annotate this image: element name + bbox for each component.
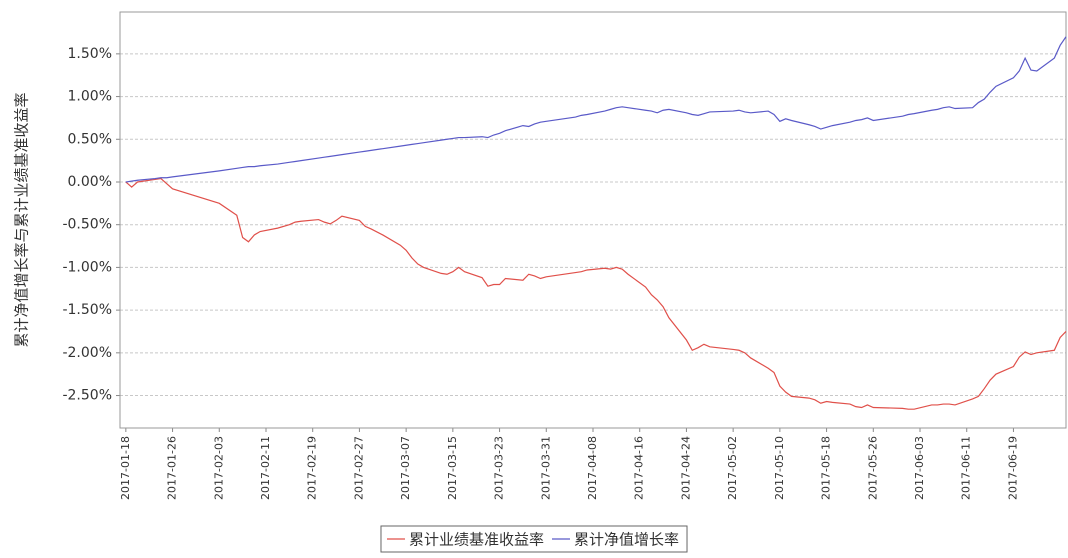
x-tick-label: 2017-02-27 <box>352 436 365 500</box>
y-tick-label: 1.50% <box>68 46 112 62</box>
y-tick-label: 0.00% <box>68 174 112 190</box>
x-tick-label: 2017-03-23 <box>493 436 506 500</box>
legend-label: 累计净值增长率 <box>574 531 679 549</box>
x-tick-label: 2017-02-11 <box>259 436 272 500</box>
legend-label: 累计业绩基准收益率 <box>409 531 544 549</box>
y-tick-label: -1.50% <box>62 302 112 318</box>
legend: 累计业绩基准收益率 累计净值增长率 <box>380 525 688 553</box>
x-tick-label: 2017-05-26 <box>866 436 879 500</box>
x-tick-label: 2017-06-03 <box>913 436 926 500</box>
x-tick-label: 2017-03-07 <box>399 436 412 500</box>
x-tick-label: 2017-05-10 <box>773 436 786 500</box>
x-tick-label: 2017-04-24 <box>679 436 692 500</box>
x-tick-label: 2017-02-19 <box>306 436 319 500</box>
x-tick-label: 2017-06-19 <box>1006 436 1019 500</box>
legend-box <box>380 525 688 553</box>
x-tick-label: 2017-03-15 <box>446 436 459 500</box>
y-tick-label: -2.00% <box>62 345 112 361</box>
x-tick-label: 2017-01-18 <box>119 436 132 500</box>
plot-frame <box>119 11 1067 429</box>
x-tick-label: 2017-05-02 <box>726 436 739 500</box>
x-tick-label: 2017-02-03 <box>212 436 225 500</box>
line <box>125 36 1067 183</box>
x-tick-label: 2017-04-08 <box>586 436 599 500</box>
x-tick-label: 2017-05-18 <box>820 436 833 500</box>
y-tick-label: -2.50% <box>62 388 112 404</box>
x-tick-label: 2017-01-26 <box>166 436 179 500</box>
y-tick-label: -1.00% <box>62 259 112 275</box>
y-tick-label: 1.00% <box>68 89 112 105</box>
y-tick-label: -0.50% <box>62 217 112 233</box>
y-axis-title: 累计净值增长率与累计业绩基准收益率 <box>13 92 31 347</box>
x-tick-label: 2017-04-16 <box>633 436 646 500</box>
y-tick-label: 0.50% <box>68 131 112 147</box>
x-tick-label: 2017-06-11 <box>960 436 973 500</box>
x-tick-label: 2017-03-31 <box>539 436 552 500</box>
line <box>125 177 1067 410</box>
